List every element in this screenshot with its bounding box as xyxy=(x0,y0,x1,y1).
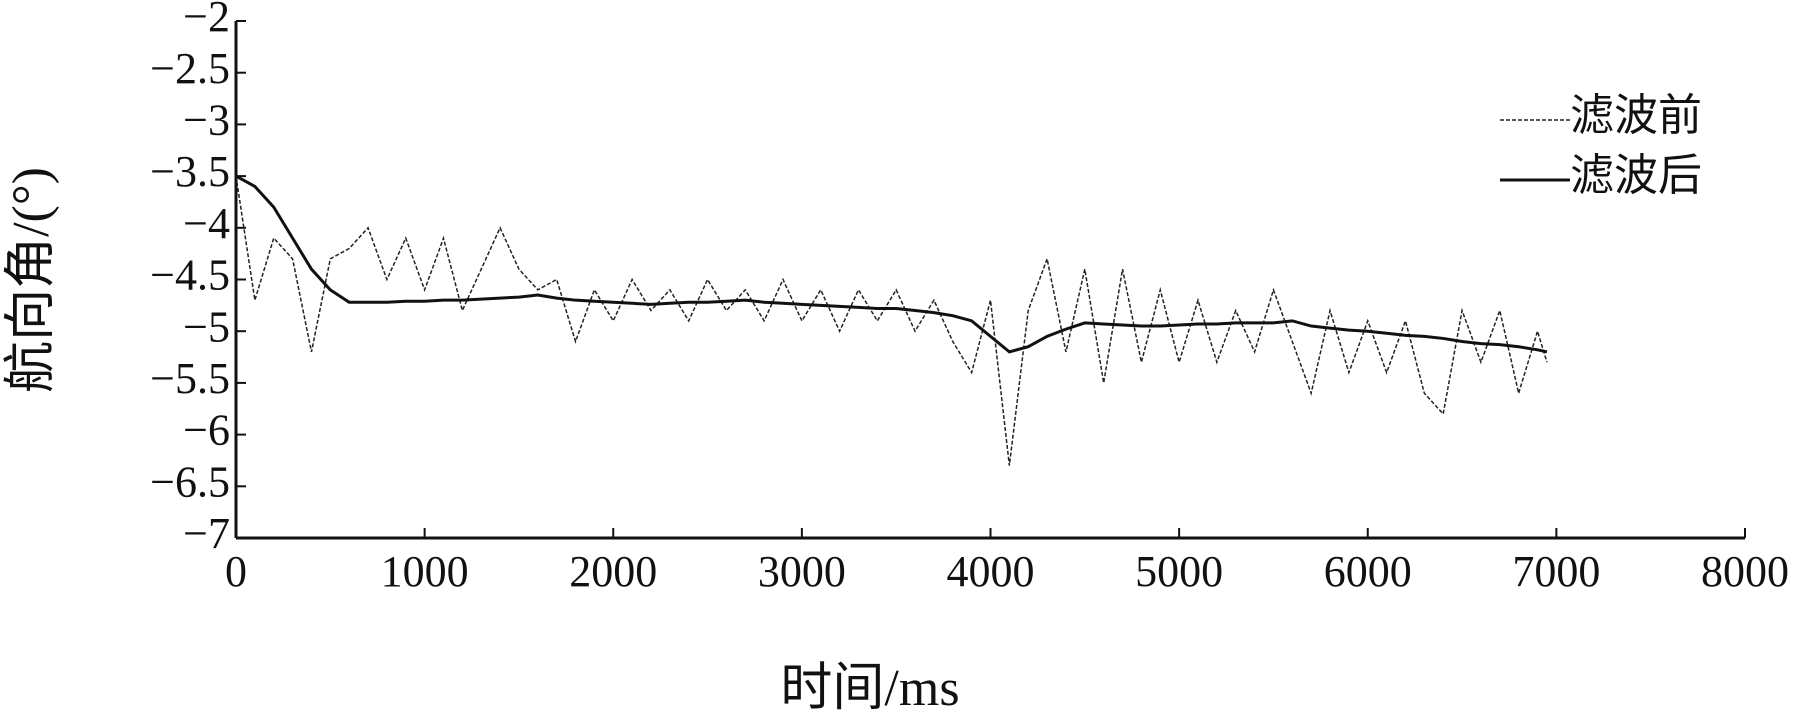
y-tick-label: −7 xyxy=(183,509,230,558)
x-tick-label: 4000 xyxy=(947,547,1035,596)
x-tick-label: 0 xyxy=(225,547,247,596)
x-tick-label: 5000 xyxy=(1135,547,1223,596)
y-tick-label: −6 xyxy=(183,406,230,455)
x-tick-label: 3000 xyxy=(758,547,846,596)
y-tick-label: −5 xyxy=(183,302,230,351)
data-line xyxy=(235,175,1548,466)
x-tick-label: 7000 xyxy=(1512,547,1600,596)
y-tick-label: −2.5 xyxy=(150,44,230,93)
x-tick-label: 6000 xyxy=(1324,547,1412,596)
legend-label: 滤波后 xyxy=(1570,151,1702,200)
x-tick-label: 8000 xyxy=(1701,547,1789,596)
y-tick-label: −6.5 xyxy=(150,457,230,506)
data-line xyxy=(235,174,1548,354)
y-tick-label: −3 xyxy=(183,95,230,144)
y-tick-label: −4.5 xyxy=(150,251,230,300)
x-tick-label: 2000 xyxy=(569,547,657,596)
legend-label: 滤波前 xyxy=(1570,91,1702,140)
y-tick-label: −5.5 xyxy=(150,354,230,403)
y-tick-label: −2 xyxy=(183,0,230,41)
x-tick-label: 1000 xyxy=(381,547,469,596)
y-tick-label: −4 xyxy=(183,199,230,248)
x-axis-label: 时间/ms xyxy=(780,660,959,717)
y-tick-label: −3.5 xyxy=(150,147,230,196)
y-axis-label: 航向角/(°) xyxy=(3,167,60,393)
